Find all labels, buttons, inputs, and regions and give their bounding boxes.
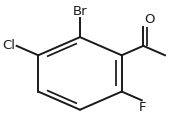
- Text: Cl: Cl: [2, 39, 15, 52]
- Text: Br: Br: [73, 5, 87, 18]
- Text: F: F: [139, 101, 146, 114]
- Text: O: O: [144, 13, 155, 26]
